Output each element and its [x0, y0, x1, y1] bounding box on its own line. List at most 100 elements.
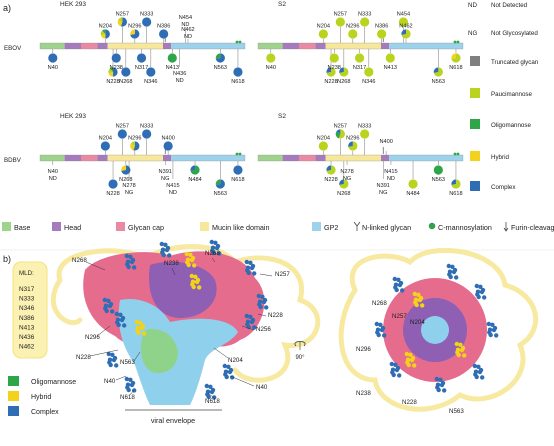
pie-slice: [266, 53, 276, 63]
site-label: N228: [324, 177, 337, 183]
glycan-bead: [394, 287, 399, 293]
site-label: N454: [179, 15, 192, 21]
site-label: N238: [164, 260, 179, 267]
domain-segment: [282, 43, 299, 49]
glycan-bead: [204, 383, 209, 389]
site-label: N618: [231, 79, 244, 85]
site-label: N400: [161, 136, 174, 142]
glycan-bead: [393, 362, 398, 367]
glycan-bead: [226, 364, 231, 369]
glycan-bead: [228, 367, 234, 373]
pie-slice: [335, 131, 341, 139]
virus-label: EBOV: [4, 45, 22, 52]
glycan-cluster: [454, 341, 467, 358]
leader-line: [259, 273, 273, 277]
glycan-pie: [360, 17, 370, 27]
pie-slice: [326, 165, 336, 175]
glycan-cluster: [389, 361, 402, 378]
glycan-bead: [138, 320, 143, 325]
panel-b-legend: Oligomannose Hybrid Complex: [8, 376, 76, 416]
pie-slice: [215, 53, 225, 63]
glycan-pie: [233, 67, 243, 77]
glycan-bead: [455, 347, 461, 352]
pie-slice: [326, 67, 336, 77]
site-label: N268: [72, 257, 87, 264]
legend-swatch: [2, 222, 11, 231]
pie-slice: [233, 165, 243, 175]
glycan-bead: [184, 251, 189, 257]
leader-line: [241, 325, 255, 331]
legend-text: Hybrid: [31, 394, 51, 401]
pie-slice: [401, 29, 411, 39]
glycan-pie: [329, 53, 339, 63]
glycan-bead: [250, 317, 256, 323]
pie-slice: [159, 29, 169, 39]
glycan-cluster: [106, 351, 119, 368]
domain-segment: [258, 43, 283, 49]
domain-segment: [258, 155, 283, 161]
site-label: N413: [384, 65, 397, 71]
c-mannosylation-dot-icon: [456, 40, 460, 44]
domain-segment: [299, 155, 316, 161]
glycan-bead: [124, 376, 129, 382]
glycan-bead: [454, 341, 459, 347]
mld-site: N413: [19, 324, 35, 331]
glycan-cluster: [124, 376, 137, 393]
glycan-pie: [408, 179, 418, 189]
glycan-bead: [398, 280, 404, 286]
site-label: N296: [346, 136, 359, 142]
key-swatch: [470, 181, 480, 191]
domain-segment: [282, 155, 299, 161]
glycan-bead: [192, 263, 197, 268]
glycan-bead: [160, 247, 166, 252]
glycan-bead: [210, 387, 216, 393]
glycan-bead: [460, 345, 466, 351]
panel-a-label: a): [3, 3, 11, 13]
c-mannosylation-dot-icon: [235, 40, 239, 44]
pie-slice: [117, 19, 123, 27]
leader-line: [133, 351, 141, 362]
glycan-bead: [376, 332, 381, 338]
site-label: N296: [85, 334, 100, 341]
pie-slice: [100, 141, 110, 151]
cell-line-label: HEK 293: [60, 1, 86, 8]
domain-bar-outline: [39, 154, 246, 162]
site-label: N296: [128, 136, 141, 142]
pie-slice: [130, 29, 135, 35]
glycan-pie: [130, 29, 140, 39]
domain-segment: [381, 155, 390, 161]
glycan-bead: [436, 387, 441, 393]
domain-segment: [64, 155, 81, 161]
site-label: N618: [449, 191, 462, 197]
glycan-pie: [354, 53, 365, 63]
glycan-cluster: [446, 263, 459, 280]
glycan-bead: [252, 271, 257, 276]
glycan-bead: [474, 283, 479, 289]
glycan-bead: [197, 285, 202, 290]
glycan-cluster: [434, 376, 447, 393]
pie-slice: [130, 143, 135, 151]
pie-slice: [336, 129, 341, 134]
site-label: N563: [449, 408, 464, 415]
pie-slice: [348, 29, 358, 39]
site-label: N257: [116, 12, 129, 18]
glycan-bead: [108, 301, 114, 307]
glycan-bead: [396, 277, 401, 282]
site-label: N618: [449, 65, 462, 71]
glycan-cluster: [256, 293, 269, 310]
glycan-pie: [348, 141, 358, 151]
pie-slice: [318, 29, 328, 39]
site-label: N563: [214, 191, 227, 197]
key-text: Not Glycosylated: [491, 30, 538, 37]
glycan-bead: [382, 333, 387, 338]
glycan-bead: [134, 319, 139, 325]
leader-line: [207, 392, 215, 399]
gp2-domain-right: [421, 316, 449, 344]
glycan-cluster: [102, 297, 115, 314]
glycan-bead: [222, 363, 227, 369]
glycan-clusters-left: [102, 239, 269, 400]
glycan-bead: [213, 240, 218, 245]
domain-segment: [107, 155, 163, 161]
glycan-pie: [451, 179, 461, 189]
